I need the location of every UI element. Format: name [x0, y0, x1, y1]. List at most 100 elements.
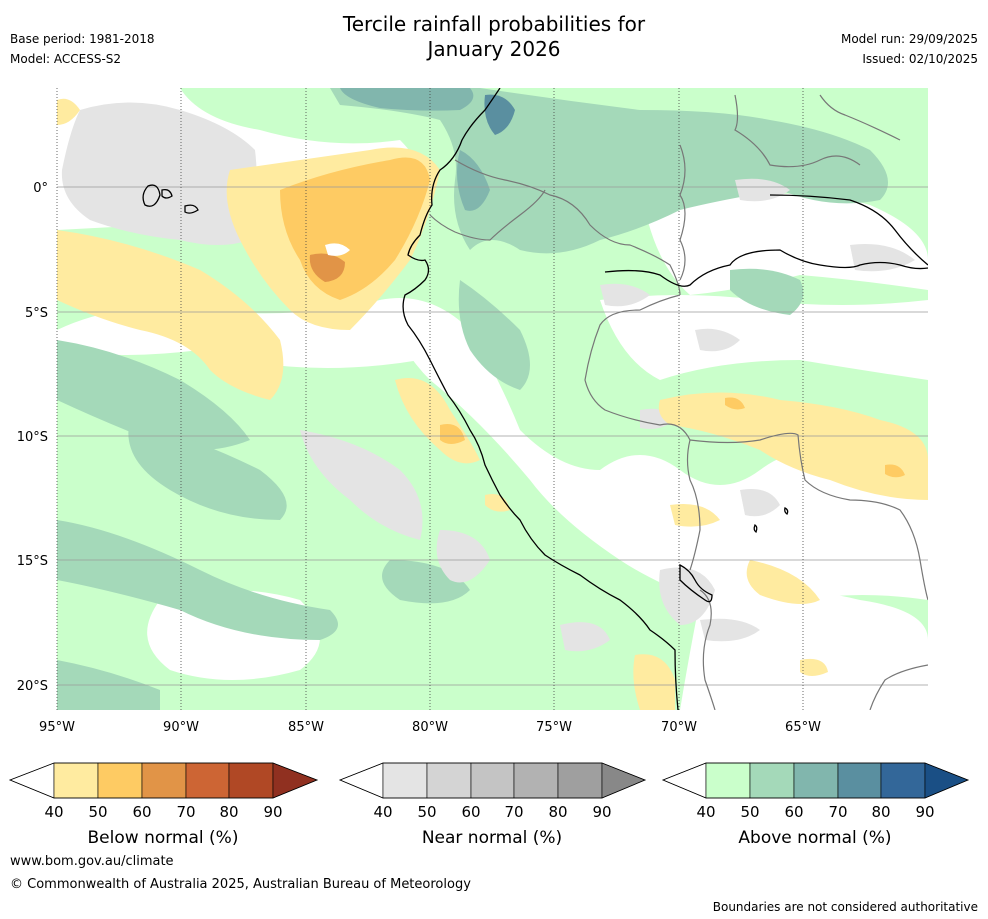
lon-label-80w: 80°W [412, 720, 448, 735]
white-region-amazon [600, 295, 928, 380]
near-tick-40: 40 [373, 803, 392, 821]
near-swatch-4 [513, 762, 559, 799]
northern-river [769, 194, 928, 266]
green50-east [730, 268, 804, 315]
orange-brazil-2 [885, 464, 905, 478]
lat-label-5s: 5°S [25, 306, 48, 321]
model-name: Model: ACCESS-S2 [10, 52, 122, 66]
above-tick-60: 60 [784, 803, 803, 821]
pacific-coastline [402, 88, 679, 710]
footer-disclaimer: Boundaries are not considered authoritat… [713, 900, 978, 914]
yellow-patch-1 [670, 504, 720, 527]
model-run: Model run: 29/09/2025 [840, 32, 978, 46]
below-tick-90: 90 [263, 803, 282, 821]
below-label: Below normal (%) [88, 828, 239, 848]
above-tick-90: 90 [915, 803, 934, 821]
grey-ocean-1 [300, 430, 423, 540]
latitude-labels: 0° 5°S 10°S 15°S 20°S [17, 181, 48, 694]
above-swatch-6 [924, 762, 969, 799]
above-tick-80: 80 [871, 803, 890, 821]
galapagos-island-1 [142, 184, 161, 207]
title-line-2: January 2026 [427, 37, 561, 61]
grey-bolivia [700, 618, 760, 642]
page-title: Tercile rainfall probabilities for Janua… [0, 12, 988, 62]
probability-shading [57, 88, 928, 710]
grey-patch-7 [600, 283, 650, 307]
title-line-1: Tercile rainfall probabilities for [342, 12, 646, 36]
border-venezuela [734, 94, 861, 168]
near-swatch-5 [557, 762, 603, 799]
country-borders [429, 94, 928, 710]
lat-label-20s: 20°S [17, 679, 48, 694]
below-swatch-4 [185, 762, 230, 799]
below-tick-70: 70 [176, 803, 195, 821]
footer-copyright: © Commonwealth of Australia 2025, Austra… [10, 877, 471, 892]
yellow-ocean-west [57, 230, 284, 400]
yellow-brazil [658, 392, 928, 500]
meta-left: Base period: 1981-2018 Model: ACCESS-S2 [10, 29, 155, 69]
lon-label-70w: 70°W [661, 720, 697, 735]
near-tick-70: 70 [504, 803, 523, 821]
near-swatch-2 [426, 762, 472, 799]
green50-patch-2 [128, 420, 287, 520]
yellow-patch-2 [746, 560, 820, 604]
green50-north [330, 88, 888, 254]
below-swatch-2 [97, 762, 143, 799]
grey-coast [560, 622, 610, 652]
green50-patch-1 [57, 340, 250, 450]
lat-label-10s: 10°S [17, 430, 48, 445]
near-tick-60: 60 [461, 803, 480, 821]
footer-url[interactable]: www.bom.gov.au/climate [10, 854, 174, 869]
green50-patch-3 [57, 520, 338, 640]
above-swatch-1 [705, 762, 751, 799]
below-swatch-3 [141, 762, 187, 799]
issued-date: Issued: 02/10/2025 [862, 52, 978, 66]
lon-label-95w: 95°W [39, 720, 75, 735]
galapagos-island-3 [184, 204, 199, 214]
base-period: Base period: 1981-2018 [10, 32, 155, 46]
white-region-south [680, 590, 928, 710]
near-tick-50: 50 [417, 803, 436, 821]
yellow-nw-edge [57, 98, 80, 125]
border-colombia-peru [454, 159, 681, 296]
grey-patch-4 [695, 328, 740, 352]
near-swatch-0 [339, 762, 384, 799]
green60-north [340, 88, 474, 111]
orange-peru [440, 424, 465, 444]
below-swatch-6 [272, 762, 318, 799]
above-outline [661, 762, 970, 799]
grey-galapagos [61, 102, 257, 245]
green50-andes [458, 280, 530, 390]
border-ecuador-peru [429, 189, 546, 241]
near-tick-80: 80 [548, 803, 567, 821]
grey-titicaca [659, 567, 715, 625]
yellow-patch-3 [485, 494, 510, 512]
above-swatch-5 [880, 762, 926, 799]
below-outline [8, 762, 319, 799]
lake-titicaca [679, 563, 713, 603]
lake-1 [753, 524, 758, 533]
above-label: Above normal (%) [738, 828, 891, 848]
lake-2 [784, 507, 789, 515]
green50-coast [382, 560, 470, 604]
border-bolivia-brazil [689, 432, 928, 601]
lat-label-0: 0° [33, 181, 48, 196]
lon-label-75w: 75°W [536, 720, 572, 735]
above-swatch-0 [662, 762, 707, 799]
yellow-chile [633, 654, 675, 710]
green70-colombia [484, 94, 515, 135]
colorbar-near-normal: 40 50 60 70 80 90 Near normal (%) [338, 762, 647, 848]
yellow-patch-4 [800, 658, 828, 676]
white-region-inland [380, 298, 928, 610]
below-swatch-0 [9, 762, 55, 799]
border-peru-brazil-bolivia [584, 294, 701, 571]
near-swatch-3 [470, 762, 515, 799]
coastline [142, 88, 928, 710]
colorbar-above-normal: 40 50 60 70 80 90 Above normal (%) [661, 762, 970, 848]
near-tick-90: 90 [592, 803, 611, 821]
orange-brazil-1 [725, 397, 745, 410]
above-tick-70: 70 [828, 803, 847, 821]
colorbar-below-normal: 40 50 60 70 80 90 Below normal (%) [8, 762, 319, 848]
above-swatch-4 [837, 762, 882, 799]
